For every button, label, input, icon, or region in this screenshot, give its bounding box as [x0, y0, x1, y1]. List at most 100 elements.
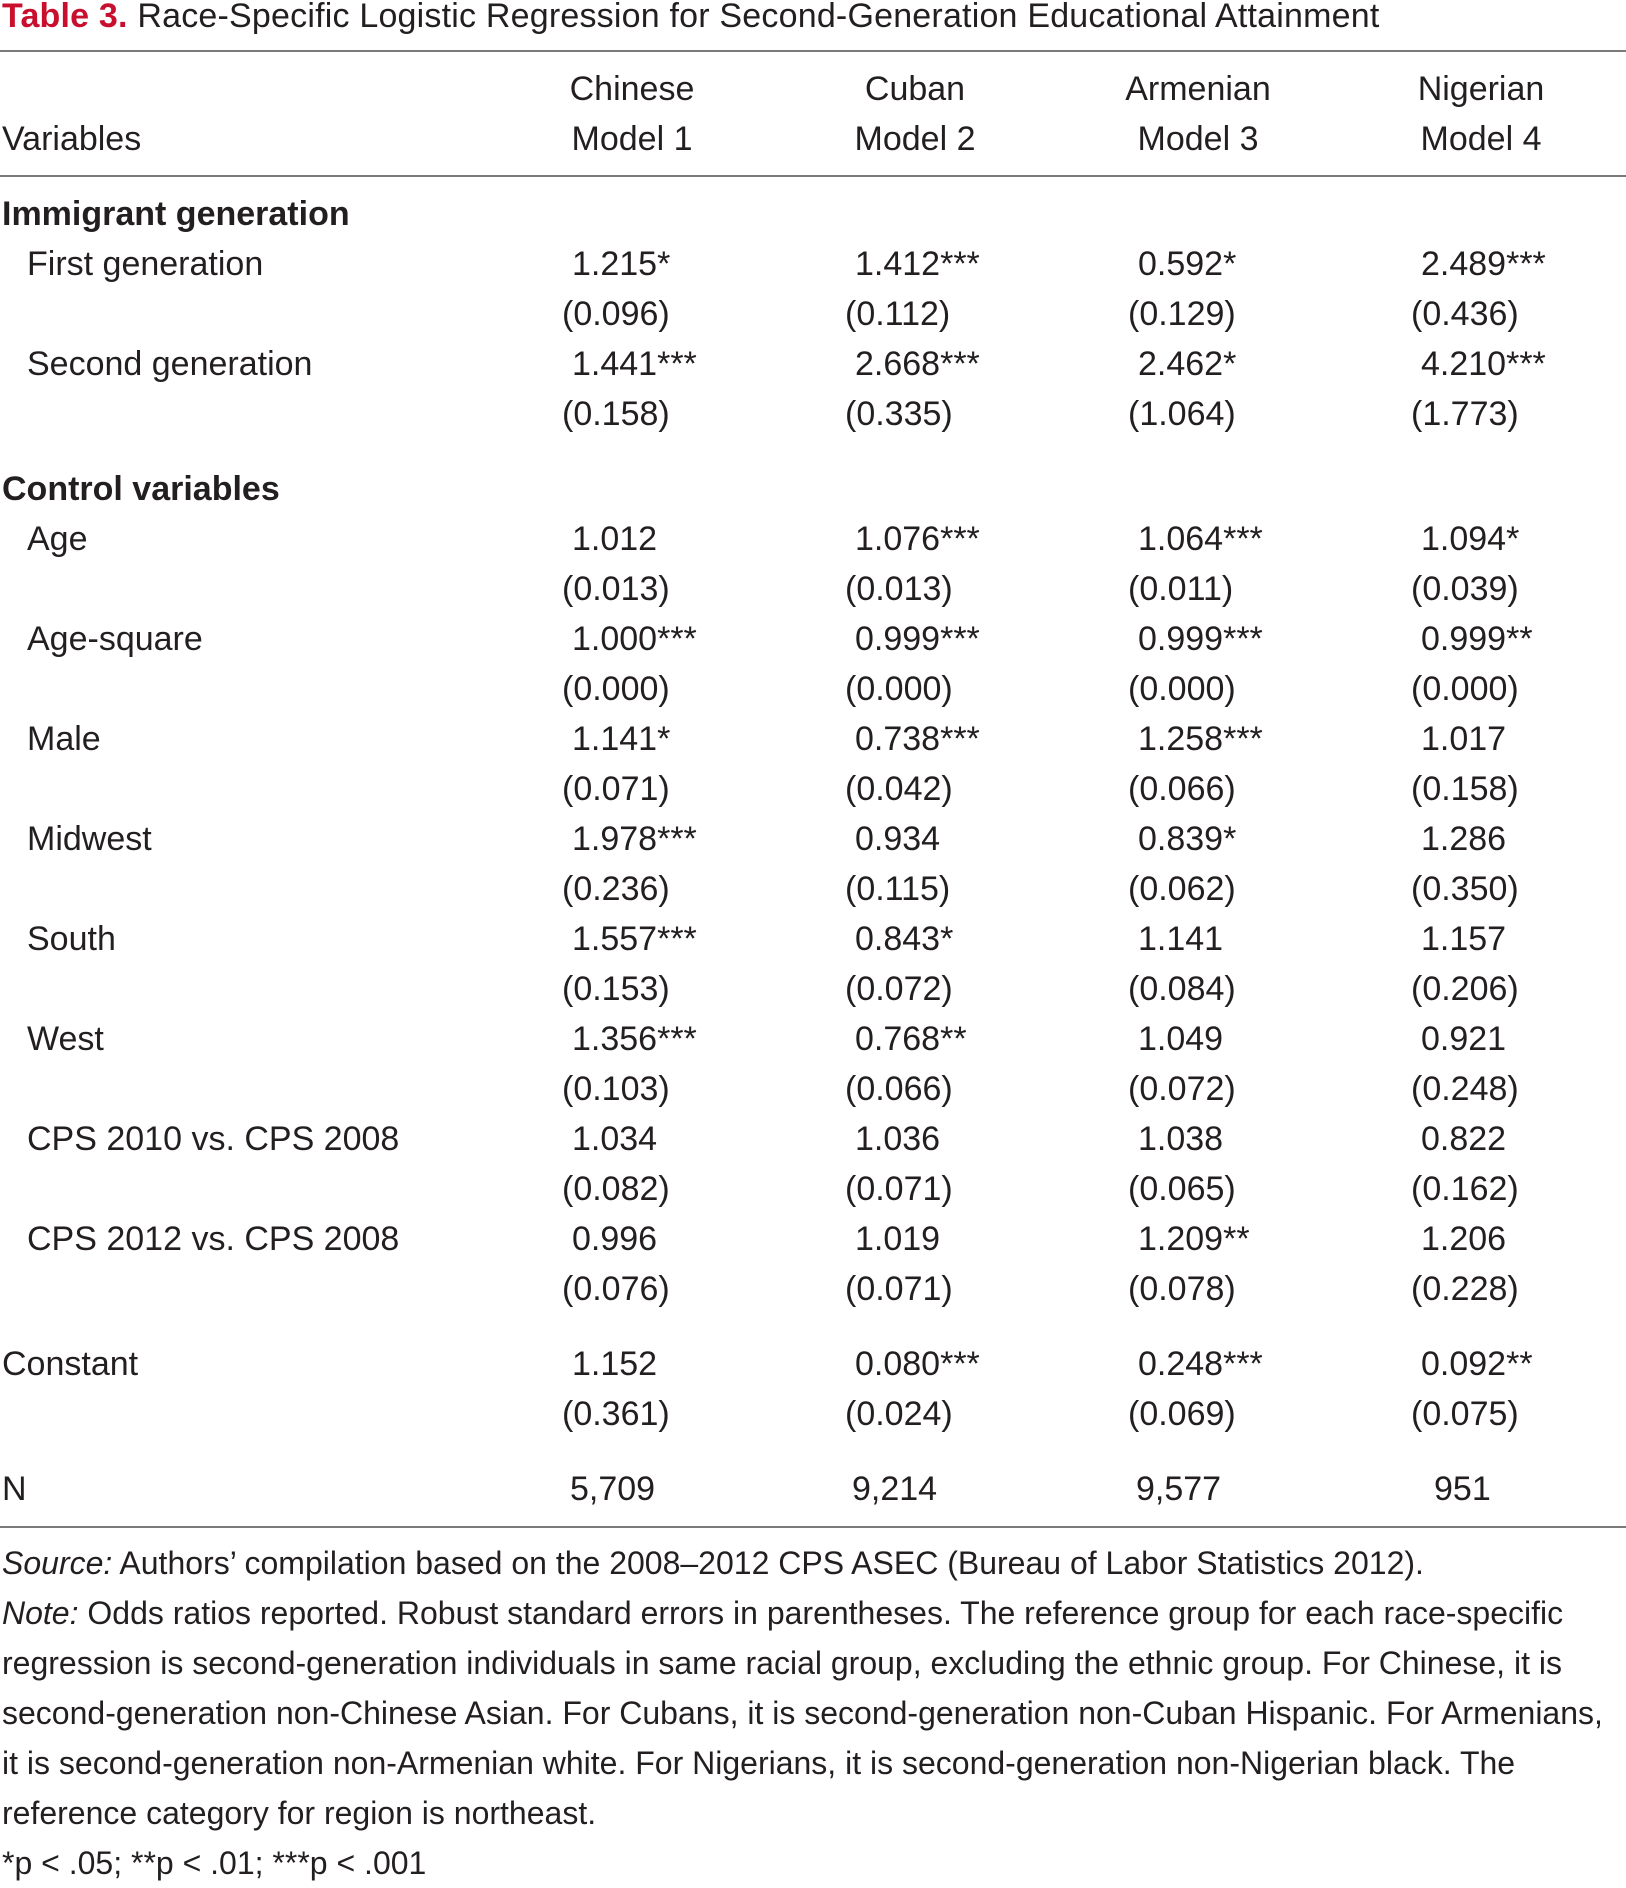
coef-cell: 0.839*	[1138, 820, 1237, 858]
se-cell: (0.153)	[562, 970, 670, 1008]
row-label: CPS 2012 vs. CPS 2008	[27, 1220, 400, 1258]
coef-cell: 1.017	[1421, 720, 1507, 758]
n-cell: 951	[1434, 1470, 1491, 1508]
table-row-se: (0.096) (0.112) (0.129) (0.436)	[0, 289, 1626, 339]
se-cell: (0.065)	[1128, 1170, 1236, 1208]
source-label: Source:	[2, 1545, 113, 1581]
se-cell: (0.013)	[562, 570, 670, 608]
se-cell: (0.206)	[1411, 970, 1519, 1008]
coef-cell: 0.934	[855, 820, 941, 858]
coef-cell: 1.215*	[572, 245, 671, 283]
se-cell: (0.072)	[845, 970, 953, 1008]
coef-cell: 1.064***	[1138, 520, 1263, 558]
column-model-4: Model 4	[1420, 120, 1542, 158]
table-row-se: (0.013) (0.013) (0.011) (0.039)	[0, 564, 1626, 614]
table-row-se: (0.071) (0.042) (0.066) (0.158)	[0, 764, 1626, 814]
n-cell: 9,577	[1136, 1470, 1222, 1508]
coef-cell: 2.462*	[1138, 345, 1237, 383]
table-label: Table 3.	[2, 0, 128, 35]
note: Note: Odds ratios reported. Robust stand…	[2, 1588, 1622, 1838]
bottom-rule	[0, 1526, 1626, 1528]
row-label: N	[2, 1470, 27, 1508]
table-caption: Table 3. Race-Specific Logistic Regressi…	[2, 0, 1380, 36]
row-label: First generation	[27, 245, 264, 283]
coef-cell: 1.076***	[855, 520, 980, 558]
coef-cell: 1.286	[1421, 820, 1507, 858]
se-cell: (0.162)	[1411, 1170, 1519, 1208]
se-cell: (0.066)	[1128, 770, 1236, 808]
coef-cell: 0.996	[572, 1220, 658, 1258]
table-row: Age-square 1.000*** 0.999*** 0.999*** 0.…	[0, 614, 1626, 664]
section-control-variables: Control variables	[2, 470, 280, 508]
se-cell: (0.000)	[1128, 670, 1236, 708]
se-cell: (0.361)	[562, 1395, 670, 1433]
n-cell: 9,214	[852, 1470, 938, 1508]
table-row-se: (0.158) (0.335) (1.064) (1.773)	[0, 389, 1626, 439]
note-text: Odds ratios reported. Robust standard er…	[2, 1595, 1603, 1831]
table-row-se: (0.076) (0.071) (0.078) (0.228)	[0, 1264, 1626, 1314]
se-cell: (0.129)	[1128, 295, 1236, 333]
se-cell: (0.042)	[845, 770, 953, 808]
column-model-3: Model 3	[1137, 120, 1259, 158]
se-cell: (0.248)	[1411, 1070, 1519, 1108]
column-group-cuban: Cuban	[864, 70, 966, 108]
coef-cell: 1.978***	[572, 820, 697, 858]
coef-cell: 1.094*	[1421, 520, 1520, 558]
coef-cell: 1.209**	[1138, 1220, 1250, 1258]
se-cell: (0.115)	[845, 870, 951, 908]
coef-cell: 1.034	[572, 1120, 658, 1158]
source-note: Source: Authors’ compilation based on th…	[2, 1538, 1622, 1588]
note-label: Note:	[2, 1595, 79, 1631]
se-cell: (0.335)	[845, 395, 953, 433]
coef-cell: 1.049	[1138, 1020, 1224, 1058]
coef-cell: 1.157	[1421, 920, 1507, 958]
coef-cell: 0.999***	[1138, 620, 1263, 658]
se-cell: (0.071)	[562, 770, 670, 808]
table-row-se: (0.361) (0.024) (0.069) (0.075)	[0, 1389, 1626, 1439]
coef-cell: 0.592*	[1138, 245, 1237, 283]
row-label: Male	[27, 720, 101, 758]
column-group-chinese: Chinese	[569, 70, 695, 108]
se-cell: (0.066)	[845, 1070, 953, 1108]
coef-cell: 2.489***	[1421, 245, 1546, 283]
coef-cell: 1.557***	[572, 920, 697, 958]
se-cell: (0.075)	[1411, 1395, 1519, 1433]
table-row: Midwest 1.978*** 0.934 0.839* 1.286	[0, 814, 1626, 864]
n-cell: 5,709	[570, 1470, 656, 1508]
se-cell: (1.064)	[1128, 395, 1236, 433]
se-cell: (0.072)	[1128, 1070, 1236, 1108]
table-row: CPS 2010 vs. CPS 2008 1.034 1.036 1.038 …	[0, 1114, 1626, 1164]
coef-cell: 1.038	[1138, 1120, 1224, 1158]
table-row: CPS 2012 vs. CPS 2008 0.996 1.019 1.209*…	[0, 1214, 1626, 1264]
se-cell: (1.773)	[1411, 395, 1519, 433]
table-row: West 1.356*** 0.768** 1.049 0.921	[0, 1014, 1626, 1064]
se-cell: (0.228)	[1411, 1270, 1519, 1308]
se-cell: (0.082)	[562, 1170, 670, 1208]
se-cell: (0.236)	[562, 870, 670, 908]
se-cell: (0.013)	[845, 570, 953, 608]
coef-cell: 0.092**	[1421, 1345, 1533, 1383]
coef-cell: 1.258***	[1138, 720, 1263, 758]
se-cell: (0.084)	[1128, 970, 1236, 1008]
coef-cell: 1.441***	[572, 345, 697, 383]
row-label: Age-square	[27, 620, 203, 658]
row-label: Second generation	[27, 345, 313, 383]
table-row-se: (0.000) (0.000) (0.000) (0.000)	[0, 664, 1626, 714]
table-row: Second generation 1.441*** 2.668*** 2.46…	[0, 339, 1626, 389]
column-model-1: Model 1	[571, 120, 693, 158]
table-row: Constant 1.152 0.080*** 0.248*** 0.092**	[0, 1339, 1626, 1389]
row-label: CPS 2010 vs. CPS 2008	[27, 1120, 400, 1158]
coef-cell: 1.019	[855, 1220, 941, 1258]
se-cell: (0.000)	[845, 670, 953, 708]
table-row: Age 1.012 1.076*** 1.064*** 1.094*	[0, 514, 1626, 564]
se-cell: (0.071)	[845, 1170, 953, 1208]
significance-note: *p < .05; **p < .01; ***p < .001	[2, 1845, 427, 1881]
coef-cell: 1.152	[572, 1345, 658, 1383]
coef-cell: 0.999**	[1421, 620, 1533, 658]
table-row: Male 1.141* 0.738*** 1.258*** 1.017	[0, 714, 1626, 764]
coef-cell: 1.356***	[572, 1020, 697, 1058]
se-cell: (0.103)	[562, 1070, 670, 1108]
table-row: First generation 1.215* 1.412*** 0.592* …	[0, 239, 1626, 289]
top-rule	[0, 50, 1626, 52]
table-row-se: (0.082) (0.071) (0.065) (0.162)	[0, 1164, 1626, 1214]
